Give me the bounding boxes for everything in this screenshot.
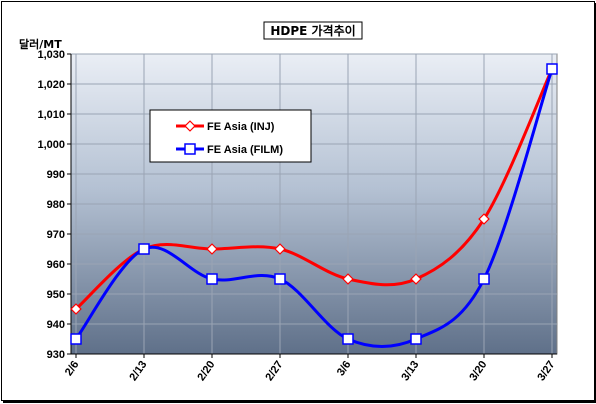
x-tick-label: 2/13 — [127, 359, 149, 383]
data-point-film — [546, 63, 558, 75]
data-point-inj — [70, 303, 82, 315]
x-tick-label: 3/13 — [399, 359, 421, 383]
data-point-film — [206, 273, 218, 285]
data-point-inj — [274, 243, 286, 255]
legend-label-inj: FE Asia (INJ) — [207, 121, 275, 133]
legend-marker-inj — [184, 120, 196, 132]
y-tick-label: 1,010 — [37, 109, 65, 121]
data-point-film — [70, 333, 82, 345]
x-tick-label: 2/6 — [63, 359, 82, 378]
y-tick-label: 970 — [47, 229, 65, 241]
x-tick-label: 3/6 — [335, 359, 354, 378]
data-point-film — [274, 273, 286, 285]
data-point-film — [138, 243, 150, 255]
chart-title: HDPE 가격추이 — [270, 23, 355, 38]
y-tick-label: 1,020 — [37, 79, 65, 91]
x-tick-label: 2/27 — [263, 359, 285, 383]
y-axis-ticks: 930 940 950 960 970 980 990 1,000 1,010 1,020 1,03… — [37, 49, 71, 361]
data-point-inj — [342, 273, 354, 285]
y-tick-label: 940 — [47, 319, 65, 331]
x-axis-ticks: 2/6 2/13 2/20 2/27 3/6 3/13 3/20 3/27 — [63, 354, 557, 383]
data-point-film — [478, 273, 490, 285]
data-point-inj — [410, 273, 422, 285]
chart-title-box: HDPE 가격추이 — [263, 21, 363, 40]
data-point-film — [410, 333, 422, 345]
y-tick-label: 980 — [47, 199, 65, 211]
data-series — [70, 63, 558, 348]
y-tick-label: 930 — [47, 349, 65, 361]
legend-label-film: FE Asia (FILM) — [207, 144, 283, 156]
y-tick-label: 1,030 — [37, 49, 65, 61]
data-point-inj — [206, 243, 218, 255]
x-tick-label: 3/20 — [467, 359, 489, 383]
y-tick-label: 1,000 — [37, 139, 65, 151]
data-point-film — [342, 333, 354, 345]
legend-marker-film — [184, 143, 196, 155]
legend: FE Asia (INJ) FE Asia (FILM) — [149, 109, 312, 163]
y-tick-label: 950 — [47, 289, 65, 301]
x-tick-label: 2/20 — [195, 359, 217, 383]
y-tick-label: 990 — [47, 169, 65, 181]
data-point-inj — [478, 213, 490, 225]
y-tick-label: 960 — [47, 259, 65, 271]
x-tick-label: 3/27 — [535, 359, 557, 383]
y-axis-unit-label: 달러/MT — [19, 37, 62, 51]
